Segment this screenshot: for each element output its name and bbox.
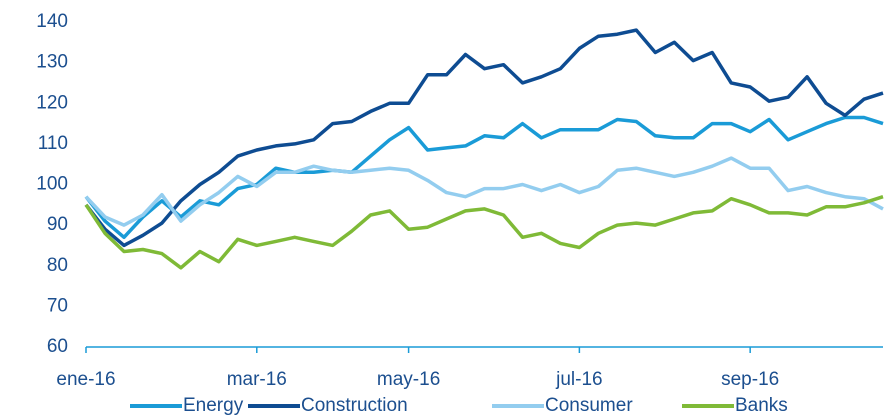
legend-label: Consumer — [545, 395, 633, 416]
y-tick-label: 90 — [47, 214, 68, 235]
x-tick-label: jul-16 — [555, 369, 602, 390]
y-tick-label: 120 — [36, 92, 68, 113]
y-tick-label: 100 — [36, 174, 68, 195]
legend-label: Banks — [735, 395, 788, 416]
series-line — [84, 115, 884, 240]
series-line — [84, 195, 884, 270]
y-tick-label: 130 — [36, 52, 68, 73]
series-line — [84, 28, 884, 248]
x-tick-label: may-16 — [377, 369, 440, 390]
y-tick-label: 80 — [47, 255, 68, 276]
x-tick-label: mar-16 — [227, 369, 287, 390]
y-tick-label: 70 — [47, 295, 68, 316]
y-tick-label: 140 — [36, 11, 68, 32]
legend-label: Construction — [301, 395, 408, 416]
x-tick-label: ene-16 — [56, 369, 115, 390]
legend-label: Energy — [183, 395, 244, 416]
x-tick-label: sep-16 — [721, 369, 779, 390]
y-tick-label: 60 — [47, 336, 68, 357]
series-line — [84, 156, 884, 227]
y-tick-label: 110 — [38, 133, 68, 154]
